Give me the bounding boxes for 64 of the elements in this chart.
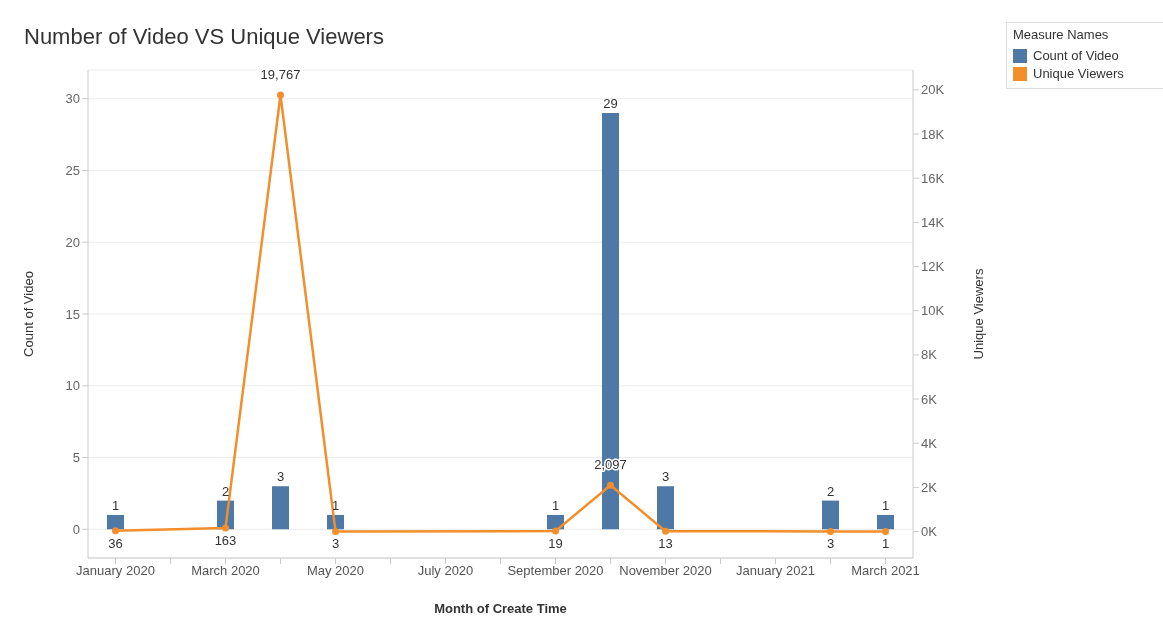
data-label: 1 bbox=[331, 497, 340, 513]
y-tick-label: 25 bbox=[65, 163, 80, 179]
data-label: 36 bbox=[108, 535, 123, 551]
bar bbox=[822, 500, 839, 530]
y-tick-label: 30 bbox=[65, 91, 80, 107]
x-tick-label: January 2021 bbox=[736, 563, 815, 579]
x-axis-title: Month of Create Time bbox=[434, 601, 567, 616]
data-label: 1 bbox=[881, 536, 890, 552]
data-label: 29 bbox=[603, 96, 618, 112]
point bbox=[607, 481, 614, 489]
bar bbox=[107, 514, 124, 530]
data-label: 163 bbox=[214, 532, 237, 548]
data-label: 19 bbox=[548, 536, 563, 552]
data-label: 3 bbox=[331, 536, 340, 552]
y2-tick-label: 4K bbox=[921, 435, 938, 451]
y-tick-label: 20 bbox=[65, 234, 80, 250]
y2-tick-label: 6K bbox=[921, 391, 938, 407]
bar bbox=[877, 514, 894, 530]
y2-tick-label: 12K bbox=[921, 259, 945, 275]
legend-label: Unique Viewers bbox=[1033, 66, 1124, 81]
y2-axis-title: Unique Viewers bbox=[970, 268, 986, 360]
legend-label: Count of Video bbox=[1033, 48, 1119, 63]
bar bbox=[272, 486, 289, 530]
data-label: 3 bbox=[661, 469, 670, 485]
y-axis-title: Count of Video bbox=[20, 271, 36, 357]
y-tick-label: 0 bbox=[72, 521, 80, 537]
point bbox=[112, 527, 119, 535]
point bbox=[277, 91, 284, 99]
point bbox=[882, 527, 889, 535]
data-label: 2 bbox=[826, 483, 835, 499]
chart-title: Number of Video VS Unique Viewers bbox=[24, 24, 384, 50]
bar bbox=[657, 486, 674, 530]
x-tick-label: May 2020 bbox=[306, 563, 365, 579]
y-tick-label: 5 bbox=[72, 450, 80, 466]
y2-tick-label: 10K bbox=[921, 303, 945, 319]
point bbox=[332, 527, 339, 535]
y2-tick-label: 20K bbox=[921, 82, 945, 98]
x-tick-label: November 2020 bbox=[619, 563, 712, 579]
data-label: 13 bbox=[658, 536, 673, 552]
point bbox=[552, 527, 559, 535]
x-tick-label: January 2020 bbox=[76, 563, 155, 579]
y2-tick-label: 16K bbox=[921, 170, 945, 186]
data-label: 1 bbox=[881, 497, 890, 513]
data-label: 2 bbox=[221, 483, 230, 499]
y2-tick-label: 2K bbox=[921, 479, 938, 495]
y2-tick-label: 18K bbox=[921, 126, 945, 142]
data-label: 19,767 bbox=[260, 67, 301, 83]
x-tick-label: March 2020 bbox=[191, 563, 260, 579]
y2-tick-label: 0K bbox=[921, 524, 938, 540]
legend-title: Measure Names bbox=[1013, 27, 1110, 42]
x-tick-label: March 2021 bbox=[851, 563, 920, 579]
y2-tick-label: 14K bbox=[921, 214, 945, 230]
point bbox=[827, 527, 834, 535]
y-tick-label: 10 bbox=[65, 378, 80, 394]
point bbox=[222, 524, 229, 532]
y2-tick-label: 8K bbox=[921, 347, 938, 363]
data-label: 1 bbox=[551, 497, 560, 513]
y-tick-label: 15 bbox=[65, 306, 80, 322]
data-label: 3 bbox=[276, 469, 285, 485]
point bbox=[662, 527, 669, 535]
data-label: 1 bbox=[111, 497, 120, 513]
data-label: 3 bbox=[826, 536, 835, 552]
x-tick-label: September 2020 bbox=[507, 563, 604, 579]
x-tick-label: July 2020 bbox=[417, 563, 474, 579]
